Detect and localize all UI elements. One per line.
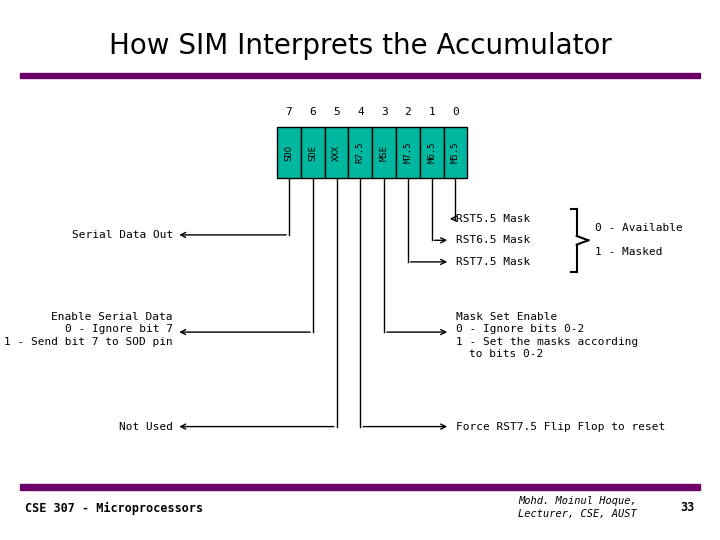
Text: MSE: MSE: [379, 145, 389, 160]
Text: Lecturer, CSE, AUST: Lecturer, CSE, AUST: [518, 509, 637, 519]
Text: CSE 307 - Microprocessors: CSE 307 - Microprocessors: [25, 502, 203, 515]
Text: SDE: SDE: [308, 145, 318, 160]
Bar: [20, 484, 700, 490]
Text: 0: 0: [452, 107, 459, 117]
Text: RST5.5 Mask: RST5.5 Mask: [456, 214, 530, 224]
Text: Mask Set Enable: Mask Set Enable: [456, 312, 557, 322]
Bar: [301, 127, 325, 178]
Text: Not Used: Not Used: [119, 422, 173, 431]
Bar: [396, 127, 420, 178]
Text: Force RST7.5 Flip Flop to reset: Force RST7.5 Flip Flop to reset: [456, 422, 665, 431]
Text: How SIM Interprets the Accumulator: How SIM Interprets the Accumulator: [109, 32, 611, 60]
Bar: [444, 127, 467, 178]
Text: XXX: XXX: [332, 145, 341, 160]
Text: to bits 0-2: to bits 0-2: [469, 349, 543, 359]
Bar: [20, 73, 700, 78]
Text: SDO: SDO: [284, 145, 294, 160]
Text: Mohd. Moinul Hoque,: Mohd. Moinul Hoque,: [518, 496, 637, 506]
Text: 4: 4: [357, 107, 364, 117]
Text: R7.5: R7.5: [356, 142, 365, 163]
Text: 33: 33: [680, 501, 695, 514]
Text: 1 - Set the masks according: 1 - Set the masks according: [456, 337, 638, 347]
Text: M6.5: M6.5: [427, 142, 436, 163]
Text: Serial Data Out: Serial Data Out: [71, 230, 173, 240]
Text: 2: 2: [405, 107, 411, 117]
Text: 1 - Masked: 1 - Masked: [595, 247, 663, 257]
Bar: [325, 127, 348, 178]
Text: 0 - Ignore bit 7: 0 - Ignore bit 7: [65, 324, 173, 334]
Text: 1 - Send bit 7 to SOD pin: 1 - Send bit 7 to SOD pin: [4, 337, 173, 347]
Text: 3: 3: [381, 107, 387, 117]
Text: 6: 6: [310, 107, 316, 117]
Text: 0 - Available: 0 - Available: [595, 224, 683, 233]
Bar: [372, 127, 396, 178]
Bar: [420, 127, 444, 178]
Text: RST6.5 Mask: RST6.5 Mask: [456, 235, 530, 245]
Text: M5.5: M5.5: [451, 142, 460, 163]
Text: M7.5: M7.5: [403, 142, 413, 163]
Text: 0 - Ignore bits 0-2: 0 - Ignore bits 0-2: [456, 324, 584, 334]
Bar: [348, 127, 372, 178]
Text: Enable Serial Data: Enable Serial Data: [51, 312, 173, 322]
Text: RST7.5 Mask: RST7.5 Mask: [456, 257, 530, 267]
Bar: [277, 127, 301, 178]
Text: 5: 5: [333, 107, 340, 117]
Text: 1: 1: [428, 107, 435, 117]
Text: 7: 7: [286, 107, 292, 117]
